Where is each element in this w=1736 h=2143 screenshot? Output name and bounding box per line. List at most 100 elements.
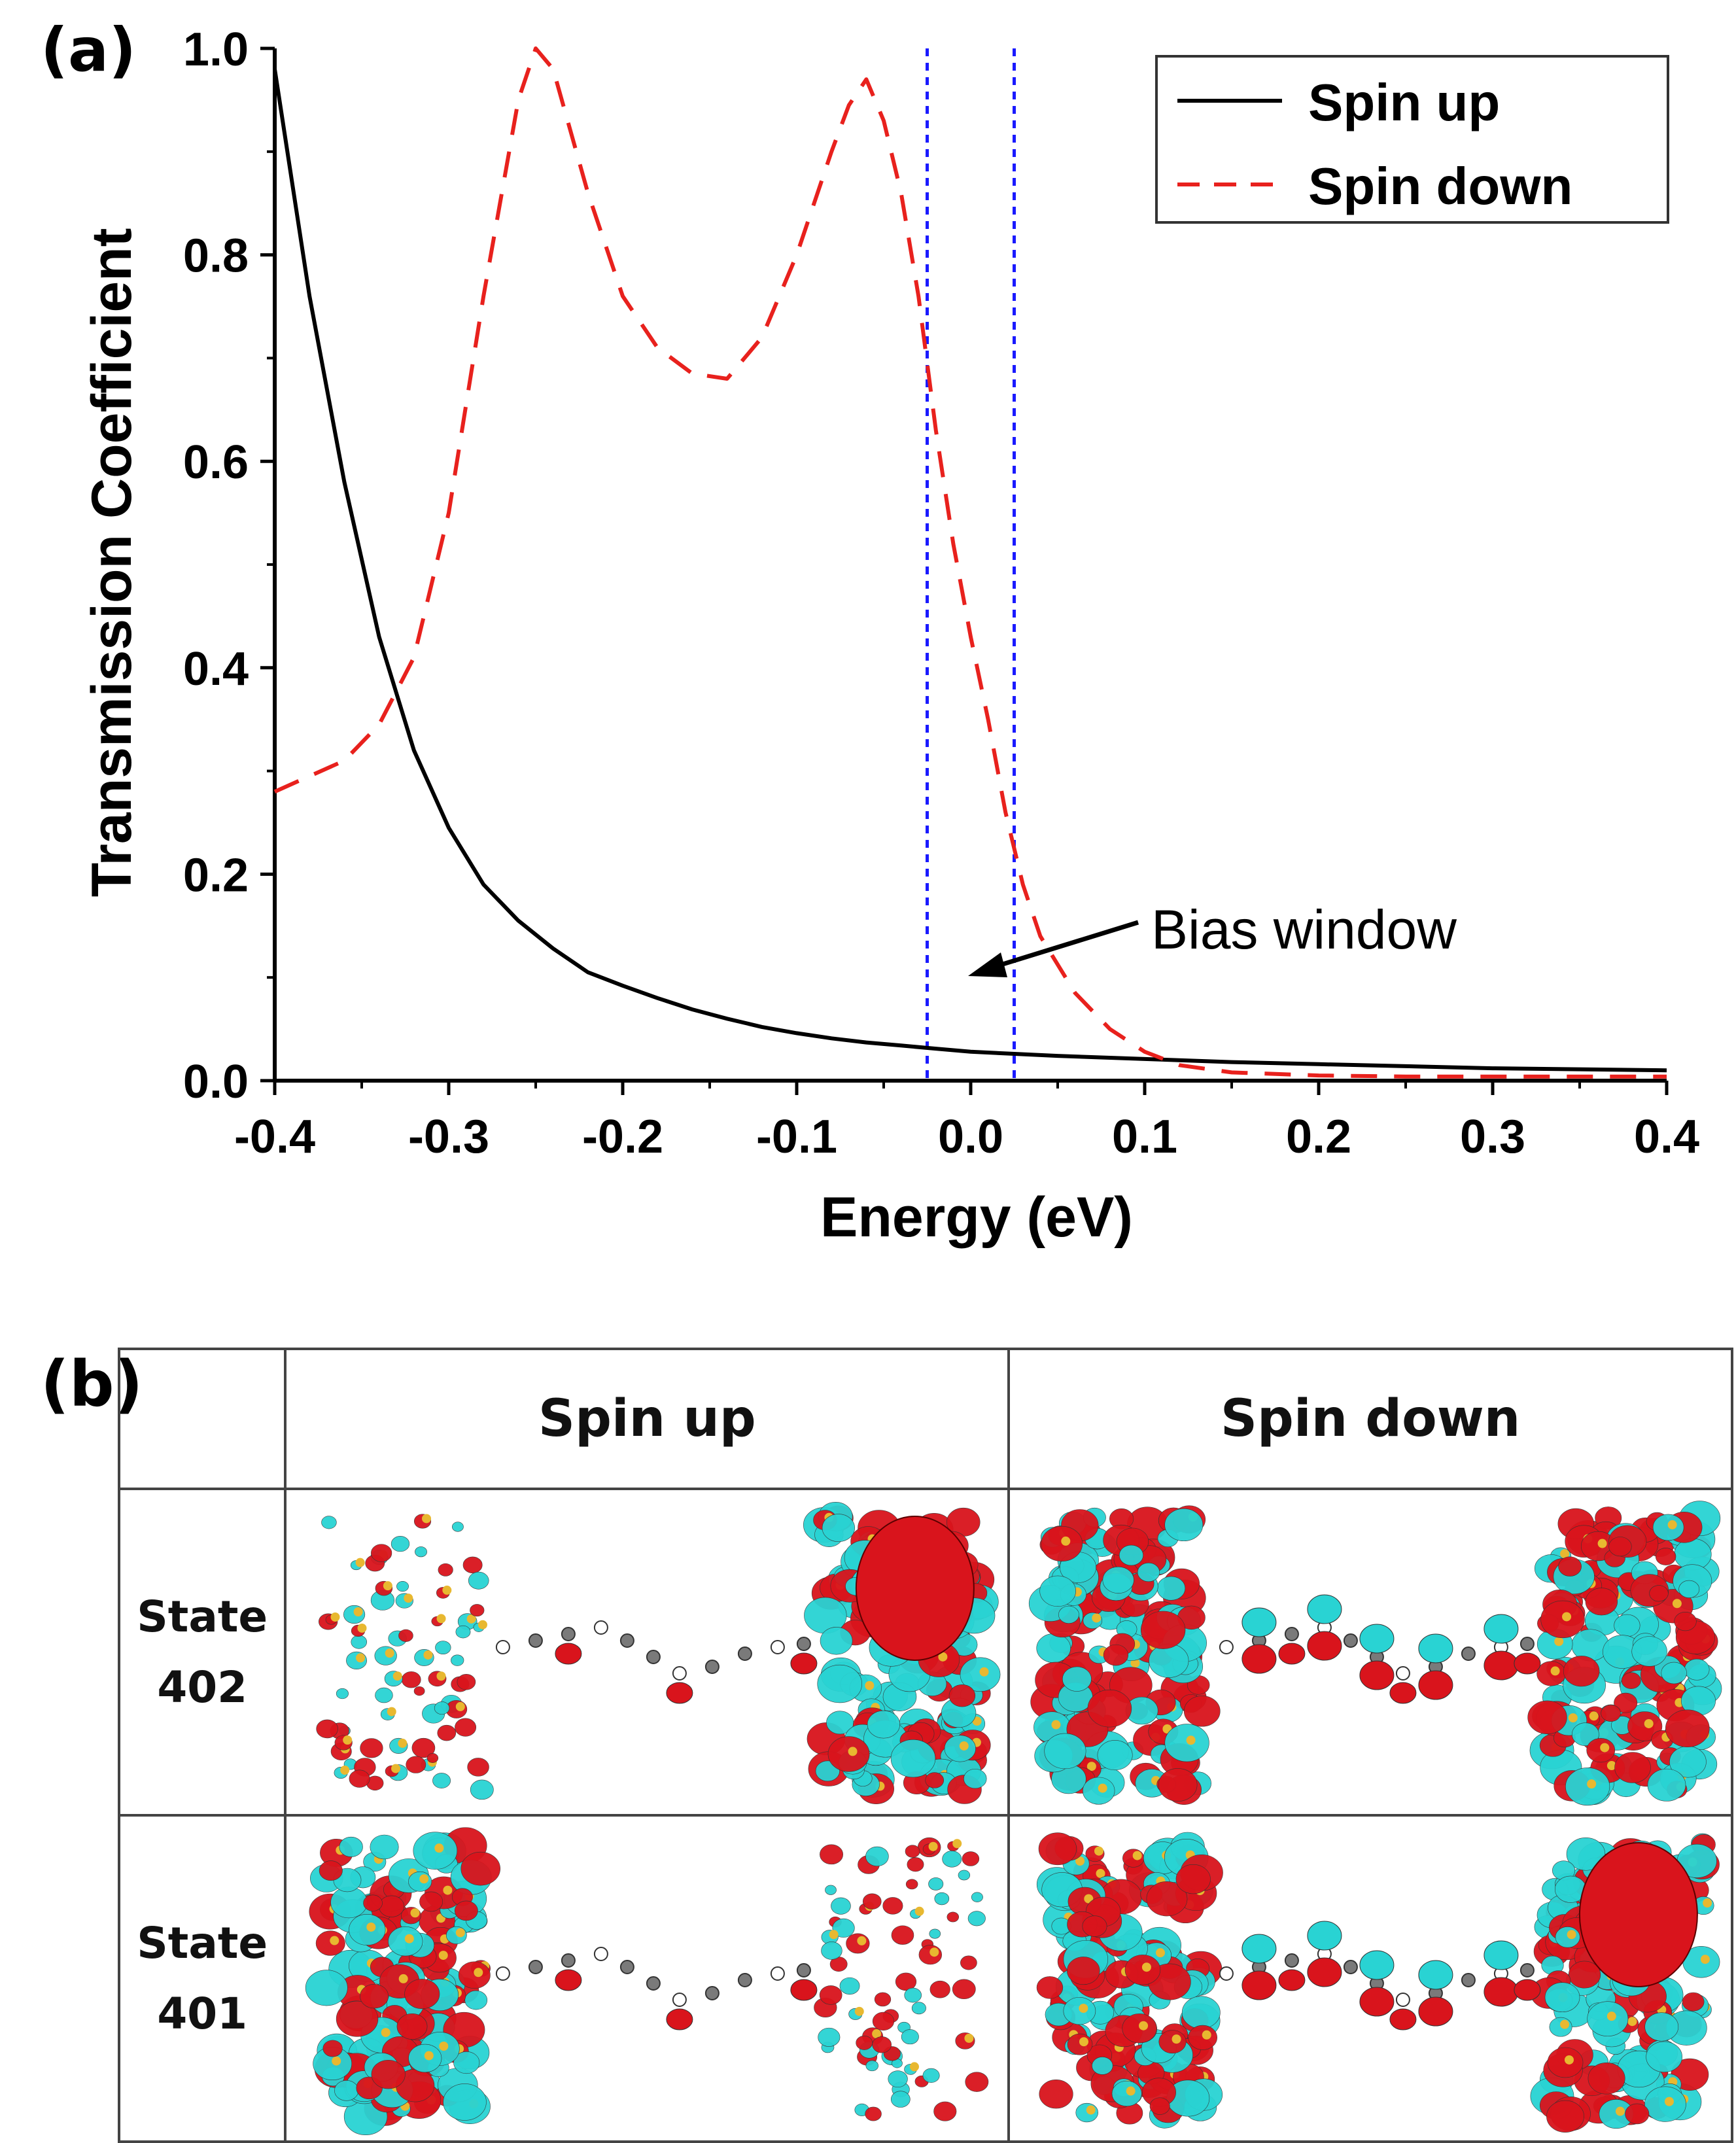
orbital-lobe: [1625, 2103, 1650, 2125]
atom: [1567, 1930, 1576, 1940]
atom: [1092, 1613, 1102, 1623]
atom: [1627, 2017, 1637, 2027]
bridge-atom: [561, 1627, 576, 1641]
bridge-lobe: [1241, 1934, 1277, 1964]
atom: [381, 2028, 391, 2038]
atom: [1587, 1779, 1597, 1789]
orbital-lobe: [960, 1657, 1001, 1692]
orbital-lobe: [818, 2027, 841, 2047]
bridge-lobe: [1359, 1624, 1395, 1654]
orbital-lobe: [1627, 1711, 1663, 1741]
orbital-lobe: [334, 2080, 359, 2101]
atom: [443, 1885, 453, 1895]
bridge-lobe: [790, 1652, 818, 1675]
orbital-lobe: [432, 1773, 451, 1788]
bridge-lobe: [1418, 1670, 1453, 1700]
atom: [1202, 2030, 1211, 2040]
x-tick-label: 0.4: [1634, 1111, 1699, 1163]
bridge-lobe: [1241, 1644, 1277, 1674]
atom: [1560, 2019, 1570, 2029]
orbital-lobe: [375, 1687, 394, 1703]
atom: [1600, 1743, 1610, 1752]
orbital-lobe: [1184, 1696, 1221, 1727]
atom: [848, 1747, 858, 1756]
orbital-lobe: [875, 1992, 892, 2007]
orbital-lobe: [891, 2091, 911, 2108]
orbital-lobe: [371, 1544, 392, 1562]
isosurface-402-spin-down: [1007, 1488, 1733, 1817]
molecule-bridge: [1219, 1594, 1541, 1704]
atom: [1665, 2097, 1675, 2106]
orbital-lobe: [1063, 1996, 1096, 2025]
orbital-lobe: [929, 1980, 951, 1998]
orbital-lobe: [846, 1933, 870, 1954]
bridge-atom: [1285, 1627, 1300, 1641]
left-electrode: [1036, 1832, 1224, 2129]
bridge-lobe: [1484, 1650, 1519, 1681]
atom: [330, 1936, 339, 1945]
x-tick-label: -0.2: [582, 1111, 663, 1163]
orbital-lobe: [968, 1911, 986, 1926]
orbital-lobe: [470, 1779, 495, 1800]
orbital-lobe: [912, 2002, 927, 2015]
atom: [929, 1947, 939, 1957]
orbital-lobe: [1647, 1768, 1686, 1802]
orbital-lobe: [438, 1563, 454, 1577]
y-tick-label: 0.4: [183, 643, 249, 695]
right-electrode: [1527, 1501, 1722, 1806]
isosurface-402-spin-up: [284, 1488, 1011, 1817]
bridge-atom: [705, 1986, 720, 2000]
bridge-atom: [771, 1966, 786, 1981]
orbital-lobe: [1137, 1562, 1160, 1582]
orbital-lobe: [952, 1979, 977, 2000]
atom: [1079, 2037, 1089, 2047]
orbital-lobe: [933, 2101, 957, 2121]
x-axis-label: Energy (eV): [820, 1186, 1133, 1249]
atom: [357, 1623, 367, 1633]
atom: [405, 1934, 415, 1943]
bridge-atom: [594, 1620, 609, 1635]
orbital-lobe: [906, 1879, 918, 1890]
orbital-lobe: [1119, 1544, 1144, 1566]
orbital-lobe: [351, 1635, 368, 1649]
orbital-lobe: [1527, 1700, 1567, 1735]
bridge-atom: [738, 1646, 753, 1661]
orbital-lobe: [1621, 1672, 1641, 1689]
orbital-lobe: [1158, 2030, 1187, 2054]
atom: [1061, 1536, 1071, 1546]
orbital-lobe: [928, 1877, 944, 1890]
bridge-atom: [594, 1947, 609, 1961]
bridge-lobe: [1307, 1921, 1342, 1951]
atom: [1569, 1713, 1578, 1723]
column-header-spin-down: Spin down: [1007, 1348, 1733, 1490]
atom: [419, 1874, 429, 1884]
orbital-lobe: [1682, 1992, 1705, 2012]
atom: [1560, 1549, 1570, 1559]
orbital-lobe: [419, 1891, 443, 1912]
orbital-lobe: [1536, 1661, 1567, 1686]
orbital-lobe: [958, 1870, 971, 1881]
bridge-lobe: [1307, 1594, 1342, 1624]
orbital-lobe: [821, 1942, 843, 1960]
orbital-lobe: [895, 1972, 917, 1991]
bridge-atom: [705, 1660, 720, 1674]
atom: [1606, 2012, 1616, 2021]
orbital-lobe: [1665, 1709, 1710, 1748]
orbital-lobe: [360, 1983, 389, 2009]
orbital-lobe: [339, 1836, 364, 1857]
atom: [343, 1735, 353, 1745]
orbital-lobe: [945, 1735, 977, 1762]
orbital-lobe: [1601, 1704, 1622, 1722]
orbital-lobe: [901, 2029, 920, 2045]
orbital-lobe: [468, 1571, 489, 1590]
orbital-lobe: [1614, 1752, 1651, 1783]
orbital-lobe: [971, 1892, 984, 1902]
orbital-lobe: [1588, 2062, 1625, 2095]
orbital-lobe: [1631, 1636, 1668, 1667]
bridge-atom: [496, 1966, 511, 1981]
bridge-atom: [1344, 1633, 1359, 1648]
orbital-lobe: [1175, 1864, 1211, 1894]
row-label-state-402: State 402: [117, 1488, 287, 1817]
atom: [1079, 2004, 1088, 2013]
orbital-lobe: [397, 2013, 428, 2040]
